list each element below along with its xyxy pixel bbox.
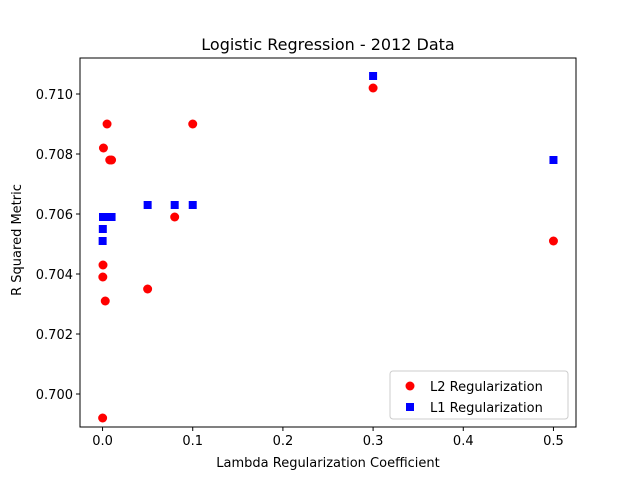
chart-title: Logistic Regression - 2012 Data — [201, 35, 454, 54]
x-tick-label: 0.1 — [182, 434, 203, 449]
data-point — [98, 237, 107, 245]
plot-frame — [79, 57, 577, 428]
data-point — [548, 236, 558, 246]
legend-item: L1 Regularization — [406, 401, 543, 416]
data-point — [188, 119, 198, 129]
data-point — [98, 413, 108, 423]
legend: L2 Regularization L1 Regularization — [389, 370, 569, 420]
legend-marker — [405, 381, 415, 391]
y-axis: 0.700 0.702 0.704 0.706 0.708 0.710 — [36, 88, 80, 403]
legend-item: L2 Regularization — [405, 380, 543, 395]
data-point — [100, 296, 110, 306]
legend-label: L1 Regularization — [430, 401, 543, 416]
data-point — [549, 156, 558, 164]
x-tick-label: 0.0 — [92, 434, 113, 449]
data-point — [98, 272, 108, 282]
y-tick-label: 0.708 — [36, 148, 73, 163]
data-point — [369, 72, 378, 80]
data-point — [107, 213, 116, 221]
data-point — [143, 284, 153, 294]
legend-marker — [406, 403, 414, 411]
data-point — [143, 201, 152, 209]
data-point — [98, 260, 108, 270]
x-tick-label: 0.4 — [453, 434, 474, 449]
y-tick-label: 0.710 — [36, 88, 73, 103]
series-1 — [98, 83, 558, 423]
data-point — [170, 212, 180, 222]
data-point — [98, 225, 107, 233]
data-point — [368, 83, 378, 93]
y-tick-label: 0.706 — [36, 208, 73, 223]
y-axis-label: R Squared Metric — [10, 184, 25, 296]
legend-label: L2 Regularization — [430, 380, 543, 395]
data-point — [98, 143, 108, 153]
x-axis: 0.0 0.1 0.2 0.3 0.4 0.5 — [92, 427, 564, 449]
x-tick-label: 0.3 — [363, 434, 384, 449]
x-tick-label: 0.2 — [273, 434, 294, 449]
series-2 — [98, 72, 558, 245]
data-point — [107, 155, 117, 165]
y-tick-label: 0.700 — [36, 388, 73, 403]
x-tick-label: 0.5 — [543, 434, 564, 449]
data-point — [170, 201, 179, 209]
legend-box — [389, 370, 569, 420]
data-point — [188, 201, 197, 209]
x-axis-label: Lambda Regularization Coefficient — [216, 456, 439, 471]
y-tick-label: 0.702 — [36, 328, 73, 343]
data-point — [102, 119, 112, 129]
y-tick-label: 0.704 — [36, 268, 73, 283]
plot-area — [79, 57, 577, 428]
